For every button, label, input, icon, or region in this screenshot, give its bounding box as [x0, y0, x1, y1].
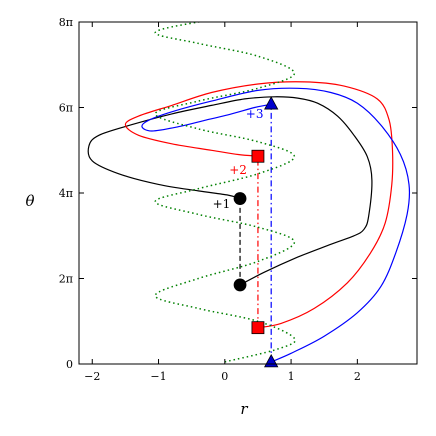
- annotation-label: +1: [213, 197, 231, 211]
- y-axis-label: θ: [25, 192, 34, 210]
- plot-frame: [78, 21, 418, 365]
- annotation-label: +3: [246, 107, 264, 121]
- marker-circle: [233, 278, 247, 292]
- marker-square: [251, 321, 265, 335]
- series-line-red: [124, 81, 394, 329]
- x-tick-label: −1: [150, 370, 166, 383]
- axis-ticks: −2 −1 0 1 2 0 2π 4π 6π 8π: [59, 16, 417, 383]
- x-tick-label: −2: [84, 370, 100, 383]
- series-line-black: [87, 96, 373, 286]
- y-tick-label: 8π: [59, 16, 73, 29]
- marker-square: [251, 149, 265, 163]
- marker-triangle: [264, 96, 279, 110]
- series-line-blue: [141, 87, 411, 363]
- y-tick-label: 4π: [59, 187, 73, 200]
- series-line-green: [154, 22, 296, 363]
- x-tick-label: 2: [354, 370, 361, 383]
- y-tick-label: 2π: [59, 273, 73, 286]
- annotation-label: +2: [229, 163, 247, 177]
- marker-circle: [233, 192, 247, 205]
- y-tick-label: 6π: [59, 102, 73, 115]
- x-tick-label: 1: [288, 370, 295, 383]
- x-axis-label: r: [240, 400, 248, 418]
- y-tick-label: 0: [66, 358, 73, 371]
- x-tick-label: 0: [221, 370, 228, 383]
- marker-triangle: [264, 354, 279, 368]
- plot-area: +1 +2 +3: [87, 22, 411, 368]
